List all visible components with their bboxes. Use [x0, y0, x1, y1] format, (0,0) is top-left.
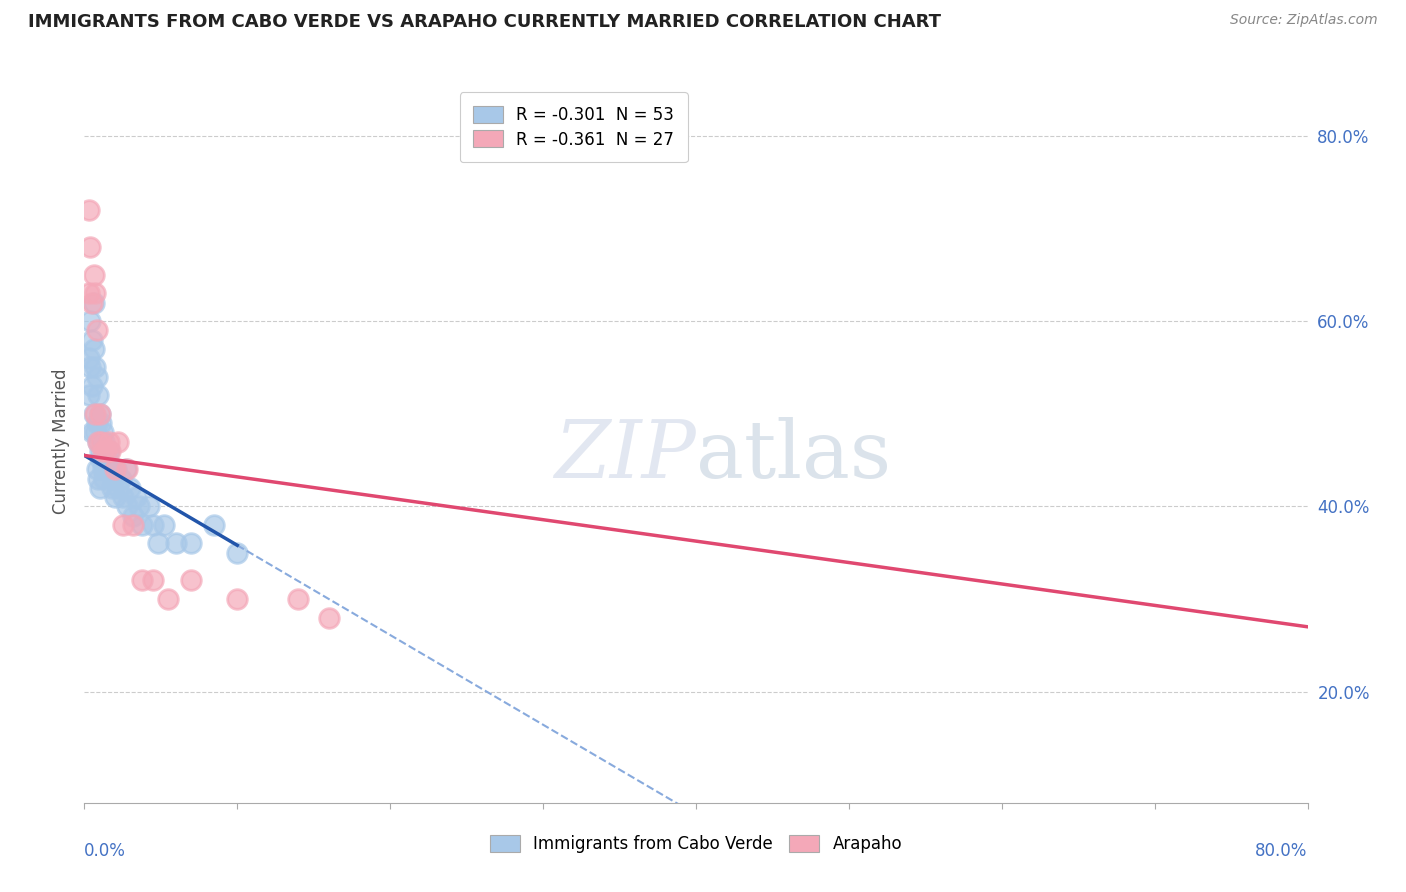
Point	[86, 323, 108, 337]
Point	[90, 416, 112, 430]
Point	[180, 574, 202, 588]
Point	[89, 481, 111, 495]
Point	[125, 490, 148, 504]
Text: atlas: atlas	[696, 417, 891, 495]
Point	[226, 592, 249, 607]
Point	[91, 425, 114, 440]
Point	[80, 333, 103, 347]
Text: ZIP: ZIP	[554, 417, 696, 495]
Point	[103, 472, 125, 486]
Point	[79, 360, 101, 375]
Point	[83, 342, 105, 356]
Point	[122, 517, 145, 532]
Point	[80, 425, 103, 440]
Point	[107, 434, 129, 449]
Point	[84, 360, 107, 375]
Point	[202, 517, 225, 532]
Point	[84, 425, 107, 440]
Point	[90, 434, 112, 449]
Point	[104, 462, 127, 476]
Point	[120, 481, 142, 495]
Point	[87, 434, 110, 449]
Point	[97, 443, 120, 458]
Point	[89, 443, 111, 458]
Point	[114, 462, 136, 476]
Point	[91, 443, 114, 458]
Text: 80.0%: 80.0%	[1256, 842, 1308, 860]
Point	[165, 536, 187, 550]
Point	[146, 536, 169, 550]
Point	[142, 574, 165, 588]
Text: 0.0%: 0.0%	[84, 842, 127, 860]
Point	[105, 462, 128, 476]
Point	[80, 295, 103, 310]
Point	[98, 443, 121, 458]
Point	[131, 517, 153, 532]
Point	[287, 592, 309, 607]
Point	[138, 500, 160, 514]
Point	[89, 407, 111, 421]
Point	[128, 500, 150, 514]
Point	[79, 240, 101, 254]
Point	[93, 434, 115, 449]
Point	[79, 314, 101, 328]
Point	[110, 472, 132, 486]
Legend: Immigrants from Cabo Verde, Arapaho: Immigrants from Cabo Verde, Arapaho	[477, 822, 915, 867]
Point	[83, 295, 105, 310]
Point	[90, 453, 112, 467]
Point	[84, 286, 107, 301]
Point	[115, 462, 138, 476]
Point	[80, 379, 103, 393]
Point	[89, 407, 111, 421]
Point	[104, 490, 127, 504]
Point	[86, 462, 108, 476]
Point	[93, 472, 115, 486]
Point	[101, 481, 124, 495]
Point	[87, 472, 110, 486]
Point	[318, 610, 340, 624]
Point	[97, 434, 120, 449]
Point	[180, 536, 202, 550]
Point	[111, 490, 134, 504]
Point	[153, 517, 176, 532]
Point	[94, 443, 117, 458]
Point	[111, 517, 134, 532]
Point	[107, 481, 129, 495]
Point	[96, 462, 118, 476]
Point	[94, 443, 117, 458]
Point	[157, 592, 180, 607]
Point	[84, 407, 107, 421]
Point	[226, 546, 249, 560]
Point	[77, 202, 100, 217]
Point	[77, 388, 100, 402]
Point	[115, 500, 138, 514]
Text: IMMIGRANTS FROM CABO VERDE VS ARAPAHO CURRENTLY MARRIED CORRELATION CHART: IMMIGRANTS FROM CABO VERDE VS ARAPAHO CU…	[28, 13, 941, 31]
Point	[91, 462, 114, 476]
Point	[87, 434, 110, 449]
Point	[87, 388, 110, 402]
Point	[98, 462, 121, 476]
Point	[86, 416, 108, 430]
Y-axis label: Currently Married: Currently Married	[52, 368, 70, 515]
Point	[122, 508, 145, 523]
Point	[77, 351, 100, 366]
Text: Source: ZipAtlas.com: Source: ZipAtlas.com	[1230, 13, 1378, 28]
Point	[83, 268, 105, 282]
Point	[77, 286, 100, 301]
Point	[86, 369, 108, 384]
Point	[142, 517, 165, 532]
Point	[83, 407, 105, 421]
Point	[131, 574, 153, 588]
